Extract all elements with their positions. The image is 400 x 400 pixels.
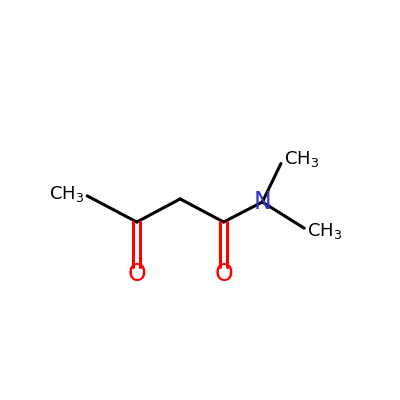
Text: O: O xyxy=(214,262,233,286)
Text: CH$_3$: CH$_3$ xyxy=(284,150,319,170)
Text: N: N xyxy=(254,190,271,214)
Text: CH$_3$: CH$_3$ xyxy=(49,184,84,204)
Text: O: O xyxy=(128,262,146,286)
Text: CH$_3$: CH$_3$ xyxy=(307,221,342,241)
